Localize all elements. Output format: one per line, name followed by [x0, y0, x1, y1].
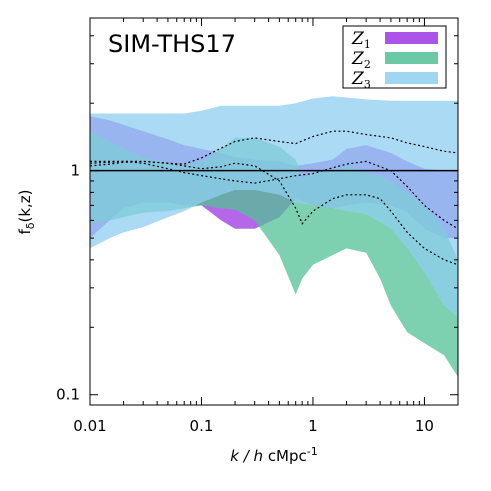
y-axis-label-args: (k,z): [16, 189, 34, 222]
x-axis-label-exponent: -1: [307, 445, 318, 458]
x-axis-label-unit: cMpc: [263, 447, 307, 465]
legend-swatch-z2: [385, 52, 438, 64]
y-axis-label-main: f: [16, 229, 34, 235]
legend-swatch-z1: [385, 32, 438, 44]
x-tick-label: 0.1: [190, 417, 214, 435]
legend-label-z1: Z1: [351, 29, 371, 51]
series-bands: [90, 96, 458, 377]
band-z3: [90, 96, 458, 318]
x-tick-label: 1: [308, 417, 318, 435]
tick-labels: 0.01 0.1 1 10 0.1 1: [56, 162, 434, 435]
x-axis-label: k / h cMpc-1: [230, 445, 318, 465]
x-axis-label-italic: k / h: [230, 447, 263, 465]
x-tick-label: 0.01: [73, 417, 106, 435]
y-tick-label: 0.1: [56, 386, 80, 404]
dotted-curves: [89, 130, 459, 266]
y-tick-label: 1: [70, 162, 80, 180]
dotted-curve-3: [90, 160, 459, 266]
dotted-curve-1: [89, 130, 459, 167]
plot-frame: [89, 17, 459, 406]
legend-label-z3: Z3: [351, 69, 371, 91]
chart-title: SIM-THS17: [108, 30, 236, 58]
legend-label-z2: Z2: [351, 49, 371, 71]
y-axis-label-subscript: δ: [24, 222, 37, 229]
legend-swatch-z3: [385, 72, 438, 84]
y-axis-label: fδ(k,z): [16, 189, 37, 234]
x-tick-label: 10: [415, 417, 434, 435]
